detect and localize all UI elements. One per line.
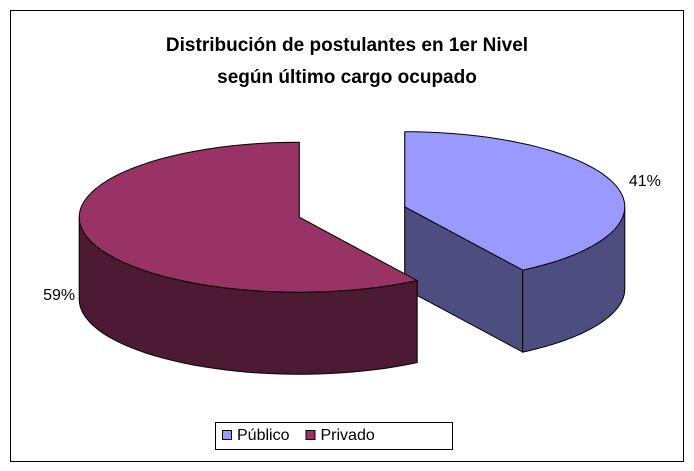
pie-slice [404,131,626,271]
chart-title: Distribución de postulantes en 1er Nivel [166,35,528,56]
legend-label: Público [237,427,290,444]
legend-label: Privado [320,427,374,444]
data-label: 59% [43,287,75,304]
legend-swatch [305,430,316,440]
legend-swatch [222,430,232,440]
pie-slice [78,141,419,293]
chart-title: según último cargo ocupado [217,67,477,88]
data-label: 41% [629,173,661,190]
legend-box [215,422,453,450]
